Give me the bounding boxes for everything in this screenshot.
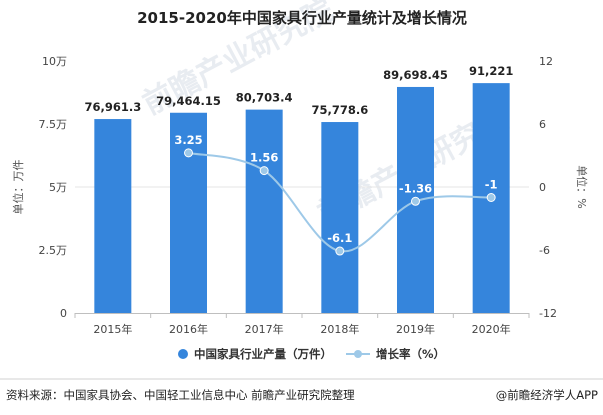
- line-value-label: -1: [485, 178, 498, 192]
- chart-title: 2015-2020年中国家具行业产量统计及增长情况: [137, 9, 467, 27]
- left-tick-label: 10万: [42, 55, 67, 68]
- bar: [170, 112, 207, 314]
- right-tick-label: 0: [539, 181, 546, 194]
- bar-value-label: 75,778.6: [311, 103, 368, 117]
- line-point: [335, 246, 345, 256]
- bar-value-label: 76,961.3: [84, 100, 141, 114]
- line-point: [486, 193, 496, 202]
- line-value-label: 1.56: [250, 151, 278, 165]
- left-axis-label: 单位：万件: [11, 160, 25, 215]
- legend-line-label: 增长率（%）: [376, 347, 445, 361]
- legend: 中国家具行业产量（万件） 增长率（%）: [178, 347, 445, 361]
- left-tick-label: 7.5万: [39, 118, 68, 131]
- bar: [321, 122, 359, 313]
- legend-bar-label: 中国家具行业产量（万件）: [194, 347, 332, 361]
- bar-value-label: 89,698.45: [383, 68, 448, 82]
- legend-line-marker: [354, 350, 362, 358]
- data-labels: 76,961.3 79,464.15 80,703.4 75,778.6 89,698.…: [84, 64, 513, 245]
- legend-bar-marker: [178, 349, 188, 359]
- left-tick-label: 5万: [49, 181, 67, 194]
- line-value-label: 3.25: [174, 133, 202, 147]
- bar-value-label: 80,703.4: [236, 91, 293, 105]
- bar-value-label: 91,221: [469, 64, 513, 78]
- x-tick-label: 2015年: [93, 322, 132, 336]
- right-tick-label: -6: [539, 244, 550, 257]
- bar: [94, 119, 132, 313]
- bar: [245, 109, 283, 313]
- line-value-label: -1.36: [399, 181, 432, 195]
- bar-series: [94, 83, 510, 314]
- left-tick-label: 0: [60, 307, 67, 320]
- axes: 0 2.5万 5万 7.5万 10万 -12 -6 0 6 12 2015年 2016年 2017年 20…: [39, 55, 557, 336]
- x-tick-label: 2018年: [320, 322, 359, 336]
- brand-text: @前瞻经济学人APP: [496, 388, 598, 402]
- line-series: [184, 148, 496, 256]
- x-tick-label: 2019年: [396, 322, 435, 336]
- bar-value-label: 79,464.15: [156, 94, 221, 108]
- right-tick-label: 6: [539, 118, 546, 131]
- left-tick-label: 2.5万: [39, 244, 68, 257]
- right-tick-label: 12: [539, 55, 553, 68]
- line-point: [184, 148, 193, 158]
- x-tick-label: 2016年: [169, 322, 208, 336]
- source-text: 资料来源：中国家具协会、中国轻工业信息中心 前瞻产业研究院整理: [6, 388, 355, 402]
- line-point: [411, 196, 420, 206]
- line-point: [259, 166, 269, 176]
- line-value-label: -6.1: [327, 231, 352, 245]
- x-tick-label: 2020年: [472, 322, 511, 336]
- right-axis-label: 单位：%: [575, 165, 589, 208]
- x-tick-label: 2017年: [245, 322, 284, 336]
- right-tick-label: -12: [539, 307, 557, 320]
